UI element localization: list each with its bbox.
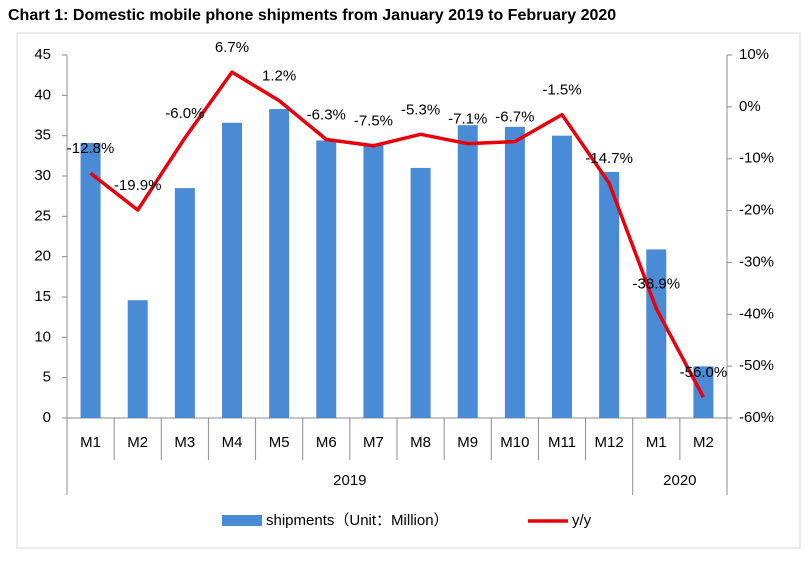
legend-label: y/y <box>572 512 592 529</box>
x-tick-label: M3 <box>174 434 195 451</box>
data-label: -38.9% <box>633 276 681 293</box>
bar <box>599 171 620 418</box>
y-tick-label: 30 <box>34 167 51 184</box>
x-tick-label: M5 <box>269 434 290 451</box>
y2-tick-label: 0% <box>739 98 761 115</box>
y-tick-label: 45 <box>34 46 51 63</box>
x-tick-label: M12 <box>595 434 624 451</box>
y-tick-label: 35 <box>34 127 51 144</box>
bar <box>127 300 148 418</box>
group-label: 2020 <box>663 472 696 489</box>
bar <box>363 143 384 418</box>
x-tick-label: M6 <box>316 434 337 451</box>
data-label: -6.0% <box>165 105 204 122</box>
data-label: -7.1% <box>448 111 487 128</box>
group-label: 2019 <box>333 472 366 489</box>
bar <box>504 126 525 418</box>
bar <box>174 188 195 418</box>
x-tick-label: M11 <box>548 434 576 451</box>
y2-tick-label: -20% <box>739 202 774 219</box>
data-label: 1.2% <box>262 68 296 85</box>
x-tick-label: M8 <box>410 434 431 451</box>
y2-tick-label: -30% <box>739 253 774 270</box>
data-label: -1.5% <box>542 82 581 99</box>
y2-tick-label: -50% <box>739 357 774 374</box>
y2-tick-label: 10% <box>739 46 769 63</box>
y-tick-label: 10 <box>34 328 51 345</box>
chart-frame <box>16 32 801 549</box>
x-tick-label: M2 <box>693 434 714 451</box>
bar <box>80 142 101 418</box>
y-tick-label: 5 <box>43 369 51 386</box>
data-label: 6.7% <box>215 39 249 56</box>
y-tick-label: 15 <box>34 288 51 305</box>
data-label: -6.3% <box>307 106 346 123</box>
legend-swatch <box>222 515 262 526</box>
y-tick-label: 25 <box>34 207 51 224</box>
data-label: -6.7% <box>495 109 534 126</box>
x-tick-label: M10 <box>500 434 529 451</box>
legend-label: shipments（Unit：Million） <box>266 512 449 529</box>
data-label: -5.3% <box>401 101 440 118</box>
line <box>89 70 705 399</box>
bar <box>693 366 714 418</box>
bar <box>410 167 431 418</box>
chart-title: Chart 1: Domestic mobile phone shipments… <box>8 7 616 24</box>
y2-tick-label: -40% <box>739 305 774 322</box>
y-tick-label: 0 <box>43 409 51 426</box>
data-label: -19.9% <box>114 177 162 194</box>
bar <box>457 125 478 419</box>
y-tick-label: 20 <box>34 248 51 265</box>
bar <box>269 109 290 419</box>
x-tick-label: M7 <box>363 434 384 451</box>
data-label: -56.0% <box>680 364 728 381</box>
bar <box>552 135 572 418</box>
x-tick-label: M1 <box>80 434 101 451</box>
x-tick-label: M2 <box>127 434 148 451</box>
x-tick-label: M4 <box>222 434 243 451</box>
bar <box>316 140 337 419</box>
y-tick-label: 40 <box>34 86 51 103</box>
data-label: -7.5% <box>354 113 393 130</box>
x-tick-label: M1 <box>646 434 667 451</box>
data-label: -12.8% <box>67 140 115 157</box>
y2-tick-label: -10% <box>739 150 774 167</box>
bar <box>222 122 242 418</box>
y2-tick-label: -60% <box>739 409 774 426</box>
data-label: -14.7% <box>585 150 633 167</box>
x-tick-label: M9 <box>457 434 478 451</box>
